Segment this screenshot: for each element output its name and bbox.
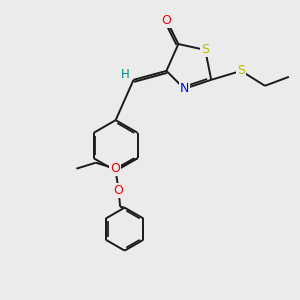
Text: N: N xyxy=(180,82,189,95)
Text: S: S xyxy=(201,44,209,56)
Text: O: O xyxy=(161,14,171,27)
Text: S: S xyxy=(237,64,245,77)
Text: O: O xyxy=(114,184,124,197)
Text: H: H xyxy=(121,68,130,81)
Text: O: O xyxy=(110,162,120,175)
